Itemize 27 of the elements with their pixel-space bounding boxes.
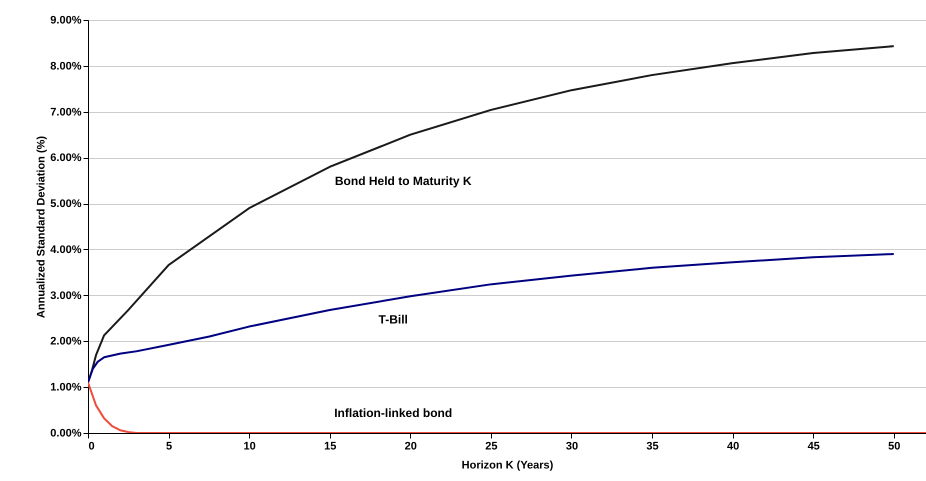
x-tick-label: 10 — [244, 440, 256, 452]
x-tick-label: 15 — [324, 440, 336, 452]
y-tick-label: 8.00% — [50, 60, 82, 72]
x-tick-label: 35 — [646, 440, 659, 452]
y-tick-label: 4.00% — [50, 244, 82, 256]
y-axis-title: Annualized Standard Deviation (%) — [35, 136, 48, 318]
x-axis-title: Horizon K (Years) — [462, 460, 554, 472]
y-tick-label: 5.00% — [50, 198, 82, 210]
series-label: Inflation-linked bond — [334, 406, 452, 420]
y-tick-label: 3.00% — [50, 290, 82, 302]
x-tick-label: 5 — [166, 440, 172, 452]
x-tick-label: 25 — [485, 440, 498, 452]
y-tick-label: 7.00% — [50, 106, 82, 118]
series-label: T-Bill — [378, 312, 408, 326]
y-tick-label: 9.00% — [50, 14, 82, 26]
x-tick-label: 30 — [566, 440, 578, 452]
x-tick-label: 40 — [726, 440, 740, 452]
line-series — [88, 253, 895, 384]
x-tick-label: 50 — [888, 440, 900, 452]
x-tick-label: 45 — [808, 440, 820, 452]
series-label: Bond Held to Maturity K — [334, 174, 472, 188]
y-tick-label: 0.00% — [50, 428, 82, 440]
x-tick-label: 20 — [404, 440, 417, 452]
y-tick-label: 1.00% — [50, 382, 82, 394]
x-tick-label: 0 — [88, 440, 95, 452]
y-tick-label: 2.00% — [50, 336, 82, 348]
y-tick-label: 6.00% — [50, 152, 82, 164]
